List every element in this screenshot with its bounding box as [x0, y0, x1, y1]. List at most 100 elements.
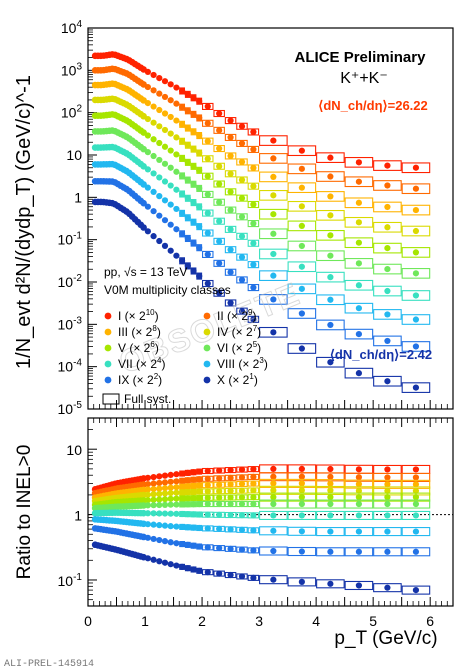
x-tick-label: 5 [369, 613, 377, 629]
legend-marker [104, 376, 112, 384]
series-1 [91, 51, 431, 174]
data-point [179, 172, 186, 180]
data-point [161, 197, 169, 204]
data-point [216, 494, 223, 501]
data-point [227, 134, 234, 141]
data-point [150, 480, 157, 487]
syst-box [287, 163, 317, 175]
data-point [298, 548, 305, 555]
data-point [167, 182, 174, 189]
data-point [250, 527, 257, 534]
data-point [144, 486, 151, 493]
data-point [144, 132, 151, 139]
syst-box [259, 294, 288, 305]
data-point [173, 168, 180, 175]
data-point [238, 466, 246, 473]
data-point [190, 219, 197, 226]
data-point [144, 497, 151, 504]
data-point [270, 576, 277, 583]
data-point [298, 263, 305, 270]
data-point [204, 511, 211, 518]
data-point [144, 534, 151, 541]
data-point [156, 139, 163, 147]
data-point [204, 525, 211, 532]
syst-box [344, 547, 374, 557]
top-y-tick-label: 10-1 [58, 231, 83, 248]
data-point [184, 91, 191, 98]
data-point [167, 501, 174, 508]
data-point [144, 115, 151, 123]
data-point [250, 487, 257, 494]
data-point [238, 480, 246, 488]
data-point [190, 267, 197, 275]
data-point [384, 466, 391, 473]
bottom-y-tick-label: 1 [74, 508, 82, 524]
data-point [270, 155, 277, 162]
data-point [144, 480, 151, 488]
syst-box [259, 208, 288, 220]
data-point [196, 149, 203, 157]
high-multiplicity-label: ⟨dN_ch/dη⟩=26.22 [318, 98, 428, 113]
syst-box [344, 367, 374, 379]
data-point [150, 170, 157, 177]
data-point [204, 544, 211, 551]
data-point [173, 540, 180, 547]
x-tick-label: 3 [255, 613, 263, 629]
data-point [384, 500, 391, 508]
syst-box [287, 343, 317, 354]
data-point [270, 250, 277, 258]
syst-box [344, 197, 374, 209]
data-point [161, 143, 169, 150]
data-point [412, 494, 420, 501]
syst-box [259, 575, 288, 585]
legend-label: IV (× 27) [217, 324, 261, 339]
data-point [161, 501, 169, 508]
data-point [327, 359, 334, 366]
top-y-tick-label: 10 [66, 147, 82, 163]
data-point [298, 528, 305, 535]
data-point [412, 548, 420, 555]
data-point [384, 528, 391, 535]
data-point [355, 260, 362, 267]
legend-item: II (× 29) [203, 308, 256, 323]
syst-box [373, 527, 402, 537]
data-point [161, 160, 169, 167]
footer-code: ALI-PREL-145914 [4, 659, 94, 670]
data-point [412, 481, 420, 488]
bottom-panel-data [91, 464, 431, 595]
data-point [270, 494, 277, 501]
data-point [190, 163, 197, 170]
syst-box [316, 527, 345, 537]
data-point [150, 87, 157, 94]
data-point [327, 512, 334, 519]
data-point [161, 78, 169, 85]
syst-box [287, 261, 317, 273]
series-6 [91, 127, 431, 279]
legend-label: V (× 26) [118, 340, 159, 355]
data-point [144, 491, 151, 498]
data-point [250, 220, 257, 227]
data-point [167, 539, 174, 546]
data-point [173, 252, 180, 259]
syst-box [401, 162, 431, 174]
data-point [156, 490, 163, 497]
syst-box [344, 237, 374, 249]
data-point [355, 487, 362, 494]
data-point [196, 476, 203, 483]
data-point [150, 474, 157, 481]
syst-box [373, 583, 402, 593]
data-point [298, 345, 305, 352]
syst-box [373, 160, 402, 171]
data-point [204, 120, 211, 127]
data-point [204, 155, 211, 162]
data-point [156, 156, 163, 164]
data-point [216, 163, 223, 170]
data-point [270, 192, 277, 199]
data-point [216, 199, 223, 206]
syst-box [316, 171, 345, 182]
data-point [298, 184, 305, 191]
data-point [161, 126, 169, 134]
syst-box [287, 200, 317, 212]
data-point [144, 502, 151, 509]
data-point [156, 90, 163, 97]
